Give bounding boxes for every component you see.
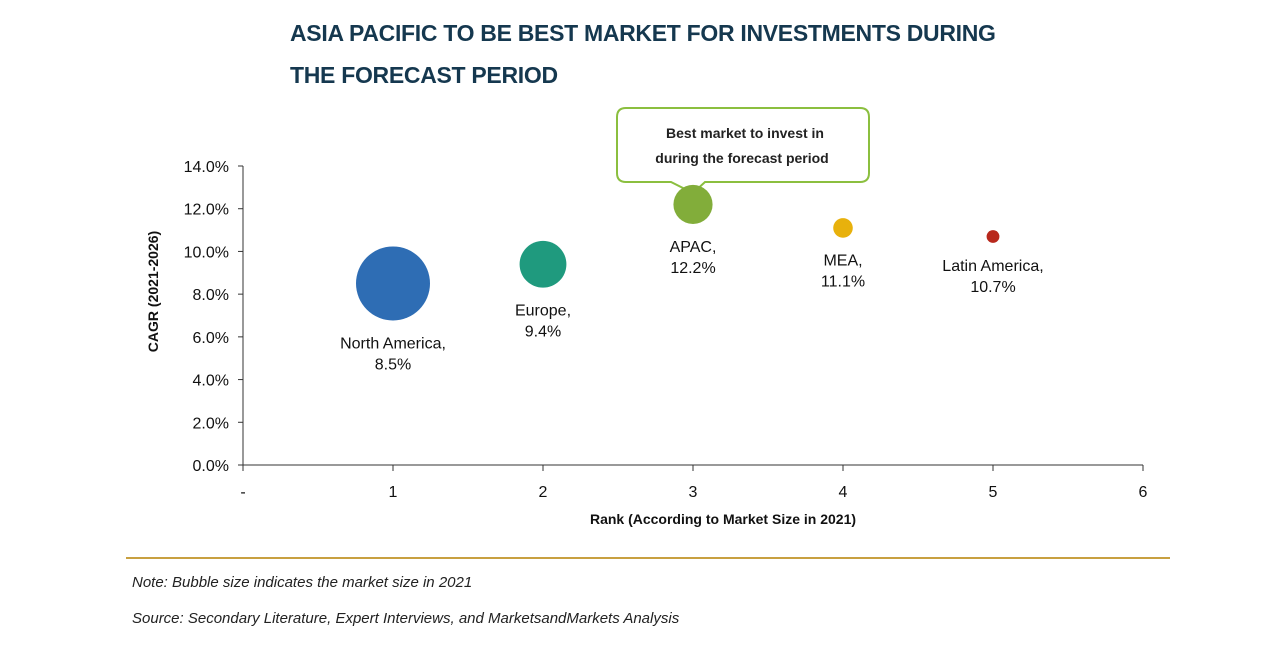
bubble — [356, 246, 430, 321]
bubble — [986, 230, 1000, 243]
y-axis-title: CAGR (2021-2026) — [145, 231, 161, 352]
bubble-label: North America, — [340, 335, 446, 352]
x-tick-label: 6 — [1139, 484, 1148, 501]
callout-annotation: Best market to invest in during the fore… — [616, 107, 870, 195]
bubble-label: MEA, — [823, 253, 862, 270]
bubble-label: APAC, — [670, 239, 717, 256]
y-tick-label: 6.0% — [193, 330, 229, 347]
callout-text-line-1: Best market to invest in — [666, 125, 824, 141]
bubble — [519, 240, 567, 288]
bubble-value-label: 11.1% — [821, 274, 865, 291]
bubble-value-label: 8.5% — [375, 356, 411, 373]
x-tick-label: 5 — [989, 484, 998, 501]
x-tick-label: 4 — [839, 484, 848, 501]
bubble-chart: Best market to invest in during the fore… — [145, 107, 1148, 527]
bubble — [673, 184, 713, 225]
y-tick-label: 0.0% — [193, 458, 229, 475]
y-axis-ticks: 0.0% 2.0% 4.0% 6.0% 8.0% 10.0% 12.0% 14.0% — [184, 159, 243, 475]
chart-title-line-2: THE FORECAST PERIOD — [290, 62, 558, 88]
bubble-label: Europe, — [515, 303, 571, 320]
bubble-label: Latin America, — [942, 258, 1043, 275]
y-tick-label: 12.0% — [184, 202, 229, 219]
source-note: Source: Secondary Literature, Expert Int… — [132, 610, 680, 627]
y-tick-label: 8.0% — [193, 287, 229, 304]
x-tick-label: 1 — [389, 484, 398, 501]
bubble-value-label: 9.4% — [525, 324, 561, 341]
bubble-labels: North America, 8.5% Europe, 9.4% APAC, 12.2% M… — [340, 239, 1044, 373]
bubble — [833, 218, 853, 238]
bubble-value-label: 12.2% — [670, 260, 715, 277]
footer-divider — [126, 557, 1170, 559]
bubble-size-note: Note: Bubble size indicates the market s… — [132, 574, 473, 591]
bubble-series — [356, 184, 1000, 321]
callout-text-line-2: during the forecast period — [655, 150, 828, 166]
x-axis-title: Rank (According to Market Size in 2021) — [590, 511, 856, 527]
y-tick-label: 2.0% — [193, 415, 229, 432]
y-tick-label: 10.0% — [184, 244, 229, 261]
x-tick-label: 2 — [539, 484, 548, 501]
bubble-value-label: 10.7% — [970, 279, 1015, 296]
y-tick-label: 4.0% — [193, 373, 229, 390]
x-axis-ticks: - 1 2 3 4 5 6 — [240, 465, 1148, 501]
x-tick-label: - — [240, 484, 245, 501]
x-tick-label: 3 — [689, 484, 698, 501]
y-tick-label: 14.0% — [184, 159, 229, 176]
chart-title-line-1: ASIA PACIFIC TO BE BEST MARKET FOR INVES… — [290, 20, 996, 46]
